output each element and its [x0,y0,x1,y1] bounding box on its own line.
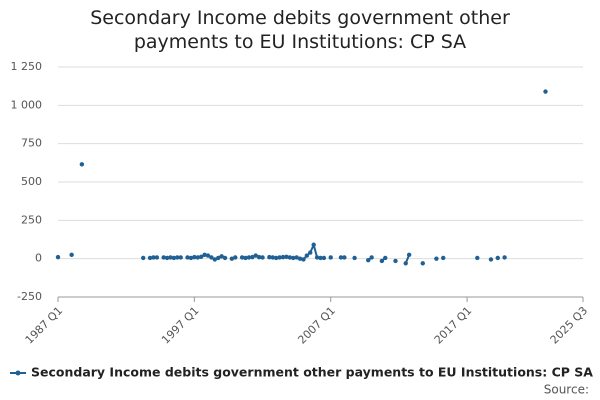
point [205,253,211,258]
y-tick-label: 0 [35,252,42,265]
point [369,255,374,260]
point [141,255,146,261]
point [195,255,200,260]
point [270,255,275,260]
y-tick-label: 500 [21,175,42,188]
point [178,255,183,260]
y-tick-label: 1 000 [11,98,43,111]
point [222,255,228,261]
point [273,255,279,261]
y-tick-label: -250 [17,290,42,303]
point [352,255,357,261]
point [154,255,160,260]
point [229,256,235,261]
point [495,255,500,261]
point [212,257,218,262]
point [403,261,408,266]
point [277,255,282,260]
point [441,255,446,261]
point [171,255,177,261]
y-tick-label: 750 [21,137,42,150]
point [239,255,245,260]
point [342,255,347,260]
point [219,254,224,259]
point [321,255,327,261]
x-tick-label: 2025 Q3 [548,304,591,347]
point [475,255,480,261]
point [260,255,265,260]
point [420,261,425,266]
point [253,253,258,258]
x-tick-label: 2017 Q1 [432,304,475,347]
point [161,255,166,260]
point [55,254,61,260]
point [338,255,344,260]
point [379,258,385,264]
point [147,255,153,261]
point [284,254,289,260]
point [311,242,316,248]
x-tick-label: 1987 Q1 [23,304,66,347]
point [164,255,170,261]
x-tick-label: 2007 Q1 [295,304,338,347]
legend-marker [15,370,21,376]
chart-title: Secondary Income debits government other… [90,7,510,53]
point [297,256,303,261]
point [304,253,310,258]
point [202,252,207,258]
point [328,255,333,260]
line [150,92,545,264]
point [308,250,313,255]
point [243,255,248,261]
point [168,255,173,260]
legend-label: Secondary Income debits government other… [31,365,593,380]
point [246,255,252,260]
source: Source: [544,383,589,397]
point [198,254,204,260]
x-tick-label: 1997 Q1 [159,304,202,347]
point [267,254,272,260]
point [216,255,221,261]
point [291,255,296,261]
y-tick-label: 1 250 [11,60,43,73]
point [185,255,190,260]
point [280,254,286,260]
point [175,255,180,260]
point [543,89,548,94]
point [294,255,299,260]
point [383,255,388,261]
point [406,252,412,258]
point [79,162,85,167]
y-tick-label: 250 [21,213,42,226]
point [318,255,323,261]
point [488,257,494,262]
point [69,252,74,258]
point [393,258,398,264]
point [233,255,238,260]
point [502,255,507,260]
point [188,255,194,261]
point [192,254,197,260]
point [434,256,439,261]
point [151,255,156,260]
point [250,254,255,260]
point [301,257,306,262]
point [287,255,293,260]
point [256,254,262,260]
point [366,258,371,263]
point [209,255,214,260]
point [314,255,320,260]
